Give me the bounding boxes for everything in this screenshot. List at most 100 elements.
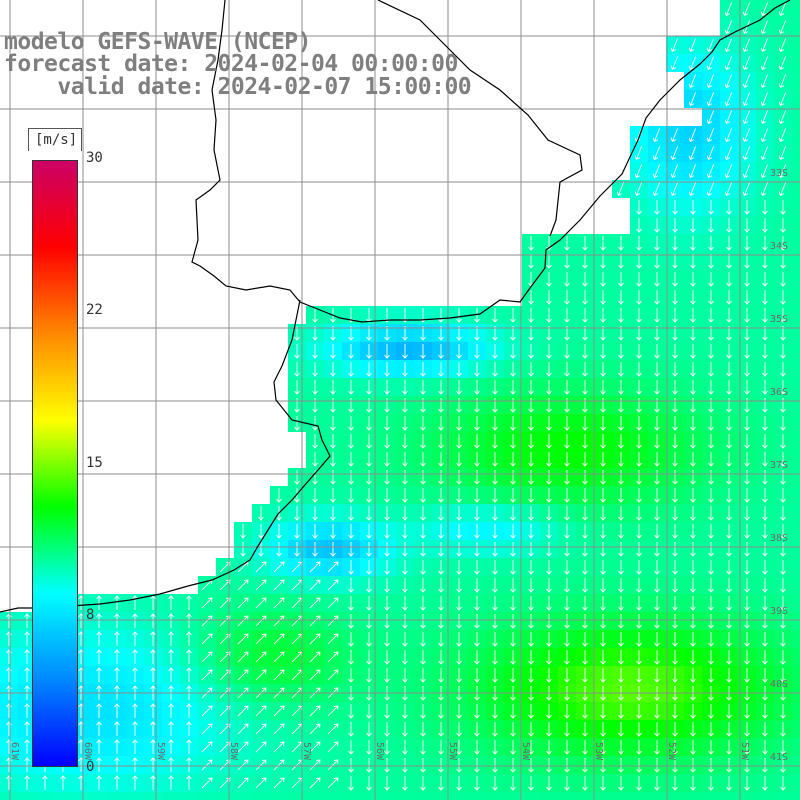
wind-arrow <box>255 651 267 663</box>
wind-arrow <box>474 632 480 647</box>
wind-cell <box>792 756 800 774</box>
wind-arrow <box>528 362 534 377</box>
wind-cell <box>198 792 216 800</box>
wind-arrow <box>6 703 12 718</box>
wind-arrow <box>762 596 768 611</box>
wind-arrow <box>348 650 354 665</box>
wind-arrow <box>132 613 138 628</box>
wind-arrow <box>510 398 516 413</box>
wind-arrow <box>600 344 606 359</box>
wind-arrow <box>273 651 285 663</box>
wind-arrow <box>652 146 660 161</box>
wind-arrow <box>96 613 102 628</box>
wind-cell <box>486 792 504 800</box>
wind-arrow <box>688 128 696 143</box>
wind-arrow <box>420 524 426 539</box>
wind-arrow <box>327 633 339 645</box>
wind-arrow <box>708 218 714 233</box>
wind-arrow <box>474 776 480 791</box>
wind-arrow <box>348 560 354 575</box>
wind-arrow <box>546 596 552 611</box>
wind-arrow <box>327 597 339 609</box>
wind-arrow <box>618 434 624 449</box>
wind-arrow <box>672 614 678 629</box>
model-title: modelo GEFS-WAVE (NCEP) <box>4 29 312 55</box>
wind-arrow <box>366 380 372 395</box>
wind-arrow <box>366 668 372 683</box>
wind-arrow <box>492 776 498 791</box>
wind-arrow <box>618 758 624 773</box>
wind-arrow <box>420 434 426 449</box>
wind-arrow <box>384 416 390 431</box>
wind-cell <box>684 792 702 800</box>
wind-arrow <box>744 362 750 377</box>
wind-arrow <box>726 614 732 629</box>
wind-arrow <box>780 704 786 719</box>
wind-arrow <box>273 705 285 717</box>
wind-cell <box>792 594 800 612</box>
wind-arrow <box>528 380 534 395</box>
wind-arrow <box>726 668 732 683</box>
wind-arrow <box>618 272 624 287</box>
wind-arrow <box>600 704 606 719</box>
wind-arrow <box>510 668 516 683</box>
wind-cell <box>288 792 306 800</box>
wind-arrow <box>690 254 696 269</box>
wind-arrow <box>724 92 732 107</box>
wind-arrow <box>618 290 624 305</box>
wind-arrow <box>582 632 588 647</box>
wind-arrow <box>201 705 213 717</box>
wind-arrow <box>348 380 354 395</box>
wind-cell <box>594 792 612 800</box>
wind-arrow <box>654 722 660 737</box>
wind-arrow <box>168 631 174 646</box>
wind-cell <box>792 630 800 648</box>
wind-arrow <box>510 434 516 449</box>
wind-cell <box>792 450 800 468</box>
wind-arrow <box>762 362 768 377</box>
wind-arrow <box>273 597 285 609</box>
wind-arrow <box>366 434 372 449</box>
wind-arrow <box>492 452 498 467</box>
wind-arrow <box>780 506 786 521</box>
wind-arrow <box>762 398 768 413</box>
wind-arrow <box>474 704 480 719</box>
wind-arrow <box>420 578 426 593</box>
wind-cell <box>792 702 800 720</box>
wind-arrow <box>708 452 714 467</box>
wind-arrow <box>402 344 408 359</box>
wind-arrow <box>778 56 786 71</box>
wind-arrow <box>6 721 12 736</box>
wind-arrow <box>688 74 696 89</box>
wind-arrow <box>528 398 534 413</box>
wind-arrow <box>780 380 786 395</box>
wind-arrow <box>402 470 408 485</box>
wind-arrow <box>780 470 786 485</box>
wind-arrow <box>672 200 678 215</box>
wind-arrow <box>654 632 660 647</box>
wind-arrow <box>219 651 231 663</box>
wind-arrow <box>706 182 714 197</box>
wind-arrow <box>672 488 678 503</box>
wind-cell <box>792 558 800 576</box>
wind-arrow <box>654 542 660 557</box>
wind-arrow <box>654 578 660 593</box>
wind-arrow <box>706 56 714 71</box>
wind-arrow <box>294 344 300 359</box>
wind-arrow <box>582 272 588 287</box>
wind-arrow <box>384 506 390 521</box>
wind-arrow <box>780 452 786 467</box>
wind-arrow <box>726 506 732 521</box>
wind-arrow <box>600 632 606 647</box>
wind-arrow <box>240 542 246 557</box>
wind-arrow <box>618 488 624 503</box>
wind-arrow <box>6 667 12 682</box>
coastline-south <box>0 299 331 613</box>
wind-arrow <box>690 218 696 233</box>
lon-label: 51W <box>739 742 750 761</box>
wind-arrow <box>402 722 408 737</box>
wind-arrow <box>438 578 444 593</box>
wind-cell <box>234 792 252 800</box>
wind-arrow <box>6 631 12 646</box>
wind-arrow <box>760 56 768 71</box>
